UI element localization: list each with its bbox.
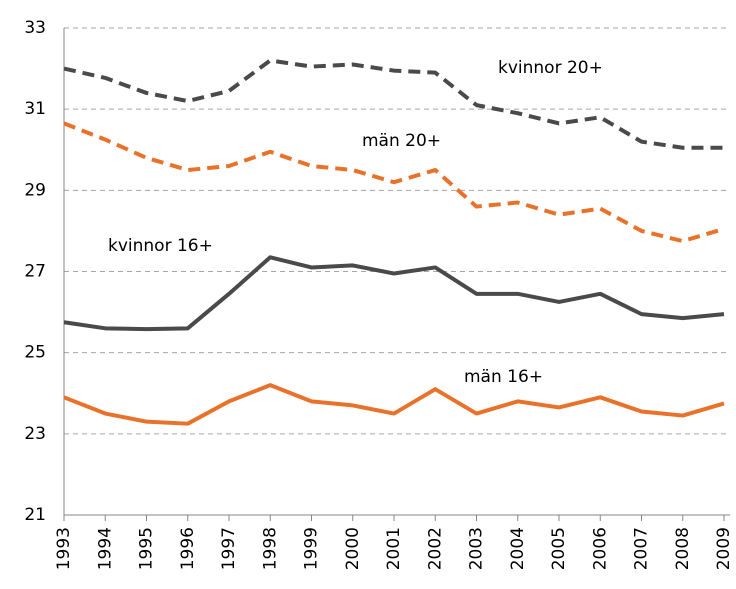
y-tick-label: 25: [24, 343, 46, 363]
series-label: män 20+: [362, 131, 441, 151]
x-tick-label: 2000: [343, 527, 363, 570]
x-tick-label: 1996: [178, 527, 198, 570]
x-tick-label: 2004: [508, 527, 528, 570]
x-tick-label: 1998: [260, 527, 280, 570]
series-line: [63, 121, 725, 244]
series-label: kvinnor 20+: [498, 58, 603, 78]
x-tick-label: 1999: [302, 527, 322, 570]
x-tick-label: 2003: [467, 527, 487, 570]
x-tick-label: 2005: [549, 527, 569, 570]
x-tick-label: 2007: [632, 527, 652, 570]
y-tick-label: 21: [24, 505, 46, 525]
y-tick-label: 33: [24, 18, 46, 38]
x-tick-label: 2009: [714, 527, 734, 570]
x-tick-label: 2008: [673, 527, 693, 570]
series-line: [63, 58, 724, 150]
y-tick-label: 31: [24, 99, 46, 119]
x-tick-label: 1997: [219, 527, 239, 570]
series-line: [63, 383, 725, 426]
series-line: [63, 255, 725, 332]
x-tick-label: 2006: [590, 527, 610, 570]
x-tick-label: 1994: [95, 527, 115, 570]
y-tick-label: 29: [24, 180, 46, 200]
y-tick-label: 23: [24, 424, 46, 444]
x-tick-label: 2001: [384, 527, 404, 570]
series-label: kvinnor 16+: [108, 236, 213, 256]
series-label: män 16+: [464, 367, 543, 387]
x-tick-label: 2002: [425, 527, 445, 570]
y-tick-label: 27: [24, 262, 46, 282]
x-tick-label: 1995: [137, 527, 157, 570]
x-tick-label: 1993: [54, 527, 74, 570]
